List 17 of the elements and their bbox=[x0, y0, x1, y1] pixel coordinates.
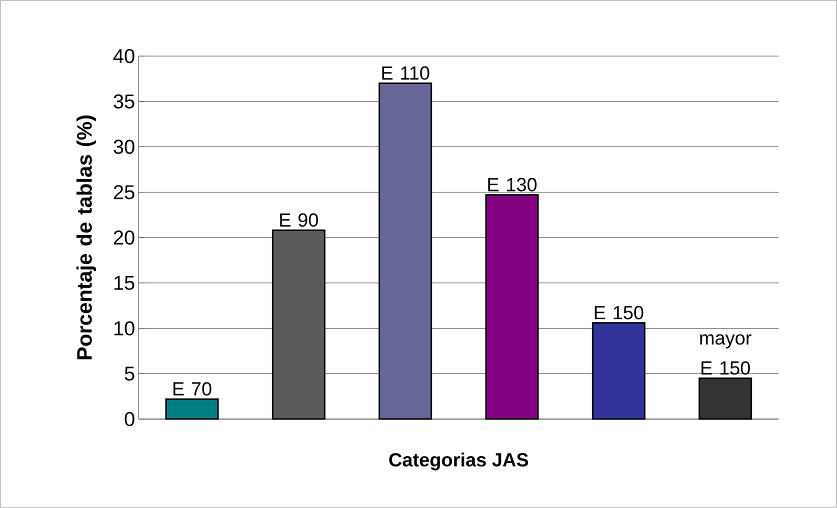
y-tick-label: 10 bbox=[114, 321, 134, 336]
y-axis-title: Porcentaje de tablas (%) bbox=[76, 116, 96, 360]
y-tick-label: 5 bbox=[124, 366, 134, 381]
y-tick-label: 15 bbox=[114, 276, 134, 290]
x-tick-label: mayor E 150 bbox=[700, 334, 752, 375]
y-tick-label: 35 bbox=[114, 94, 134, 109]
x-tick-label: E 70 bbox=[173, 382, 212, 396]
y-tick-label: 40 bbox=[113, 48, 134, 64]
x-tick-label: E 130 bbox=[488, 178, 537, 192]
y-tick-label: 30 bbox=[114, 140, 134, 154]
y-tick-label: 25 bbox=[114, 185, 134, 200]
x-tick-label: E 90 bbox=[280, 213, 318, 227]
x-tick-label: E 150 bbox=[594, 306, 644, 320]
y-tick-label: 0 bbox=[124, 412, 134, 426]
x-axis-title: Categorias JAS bbox=[389, 452, 528, 470]
x-tick-label: E 110 bbox=[382, 66, 430, 80]
y-tick-label: 20 bbox=[114, 230, 134, 245]
